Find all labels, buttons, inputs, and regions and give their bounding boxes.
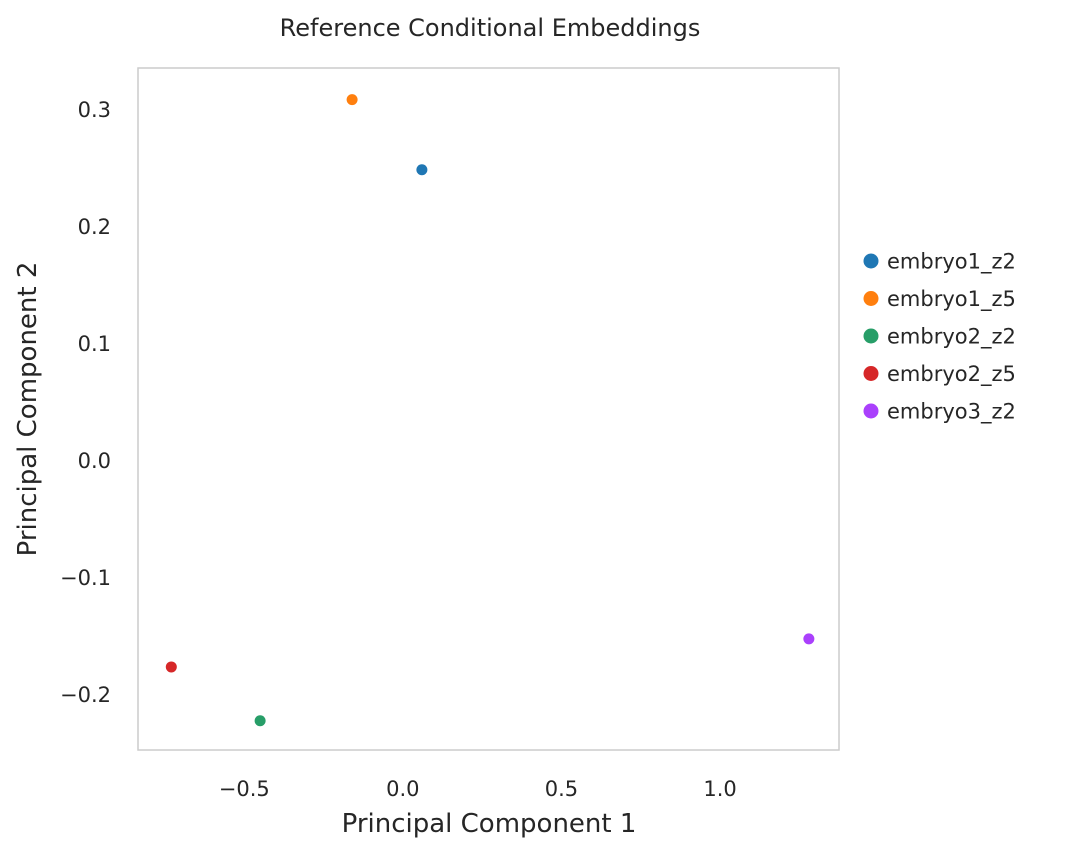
legend-label: embryo1_z5	[887, 287, 1016, 312]
legend-label: embryo3_z2	[887, 400, 1016, 425]
legend-marker	[863, 253, 879, 269]
y-tick-label: 0.1	[78, 332, 111, 356]
legend-marker	[863, 328, 879, 344]
legend-marker	[863, 291, 879, 306]
data-point-embryo2_z2	[254, 715, 266, 727]
y-tick-label: 0.2	[78, 215, 111, 239]
legend-label: embryo2_z5	[887, 362, 1016, 387]
data-point-embryo2_z5	[165, 661, 177, 673]
legend-label: embryo1_z2	[887, 250, 1016, 275]
y-tick-label: 0.3	[78, 98, 111, 122]
chart-title: Reference Conditional Embeddings	[280, 14, 701, 42]
x-tick-label: 0.5	[545, 777, 578, 801]
plot-frame	[137, 67, 840, 751]
legend-label: embryo2_z2	[887, 325, 1016, 350]
data-point-embryo1_z2	[416, 164, 428, 176]
x-tick-label: 0.0	[386, 777, 419, 801]
data-points	[165, 94, 815, 727]
legend: embryo1_z2 embryo1_z5 embryo2_z2 embryo2_z5…	[863, 250, 1016, 425]
data-point-embryo1_z5	[346, 94, 358, 106]
x-axis-ticks: −0.5 0.0 0.5 1.0	[219, 777, 737, 801]
x-tick-label: −0.5	[219, 777, 270, 801]
y-axis-label: Principal Component 2	[13, 262, 43, 557]
legend-marker	[863, 403, 879, 419]
y-axis-ticks: −0.2 −0.1 0.0 0.1 0.2 0.3	[60, 98, 111, 707]
x-axis-label: Principal Component 1	[342, 809, 637, 839]
y-tick-label: 0.0	[78, 449, 111, 473]
data-point-embryo3_z2	[803, 633, 815, 645]
y-tick-label: −0.2	[60, 683, 111, 707]
legend-marker	[863, 366, 879, 381]
y-tick-label: −0.1	[60, 566, 111, 590]
x-tick-label: 1.0	[703, 777, 736, 801]
